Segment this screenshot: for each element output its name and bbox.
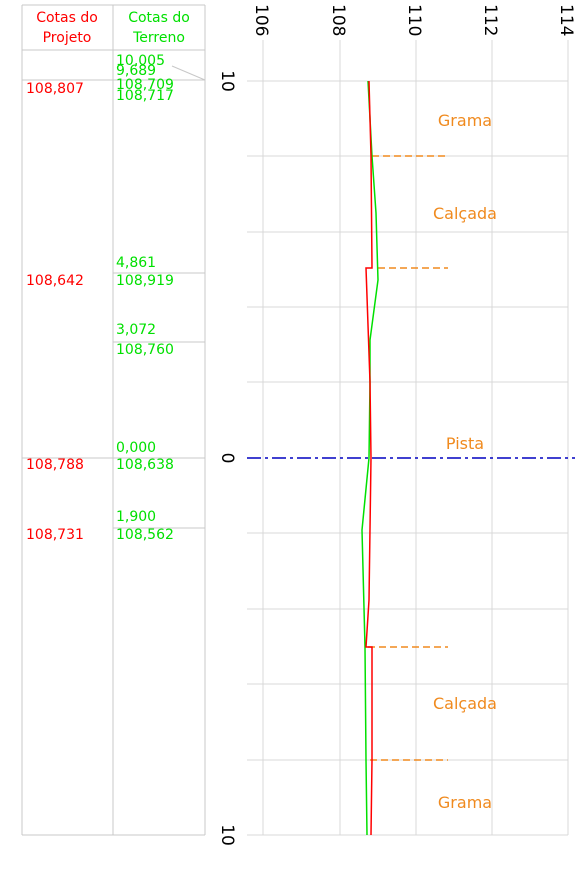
terrain-value: 108,562: [116, 527, 174, 543]
project-value: 108,788: [26, 457, 84, 473]
terrain-value: 9,689: [116, 63, 156, 79]
terrain-value: 4,861: [116, 255, 156, 271]
terrain-value: 0,000: [116, 440, 156, 456]
terrain-value: 3,072: [116, 322, 156, 338]
zone-dividers: [368, 155, 448, 761]
offset-tick: 10: [217, 70, 237, 92]
table-grid: [21, 4, 206, 836]
terrain-value: 108,638: [116, 457, 174, 473]
column-header: Cotas do: [36, 10, 98, 26]
terrain-value: 108,919: [116, 273, 174, 289]
terrain-value: 108,760: [116, 342, 174, 358]
elevation-tick: 112: [480, 4, 500, 36]
terrain-value: 108,717: [116, 88, 174, 104]
zone-label: Calçada: [433, 694, 497, 713]
terrain-value: 108,709: [116, 77, 174, 93]
column-header: Terreno: [132, 30, 185, 46]
project-profile: [365, 80, 373, 836]
plot-grid: [247, 40, 569, 836]
column-header: Cotas do: [128, 10, 190, 26]
project-value: 108,807: [26, 81, 84, 97]
column-header: Projeto: [43, 30, 92, 46]
zone-label: Grama: [438, 793, 492, 812]
terrain-value: 10,005: [116, 53, 165, 69]
zone-label: Grama: [438, 111, 492, 130]
elevation-tick: 110: [404, 4, 424, 36]
offset-tick: 10: [217, 824, 237, 846]
elevation-tick: 108: [328, 4, 348, 36]
zone-label: Calçada: [433, 204, 497, 223]
offset-tick: 0: [217, 453, 237, 464]
terrain-value: 1,900: [116, 509, 156, 525]
elevation-tick: 106: [251, 4, 271, 36]
project-value: 108,642: [26, 273, 84, 289]
zone-label: Pista: [446, 434, 484, 453]
elevation-tick: 114: [556, 4, 576, 36]
project-value: 108,731: [26, 527, 84, 543]
